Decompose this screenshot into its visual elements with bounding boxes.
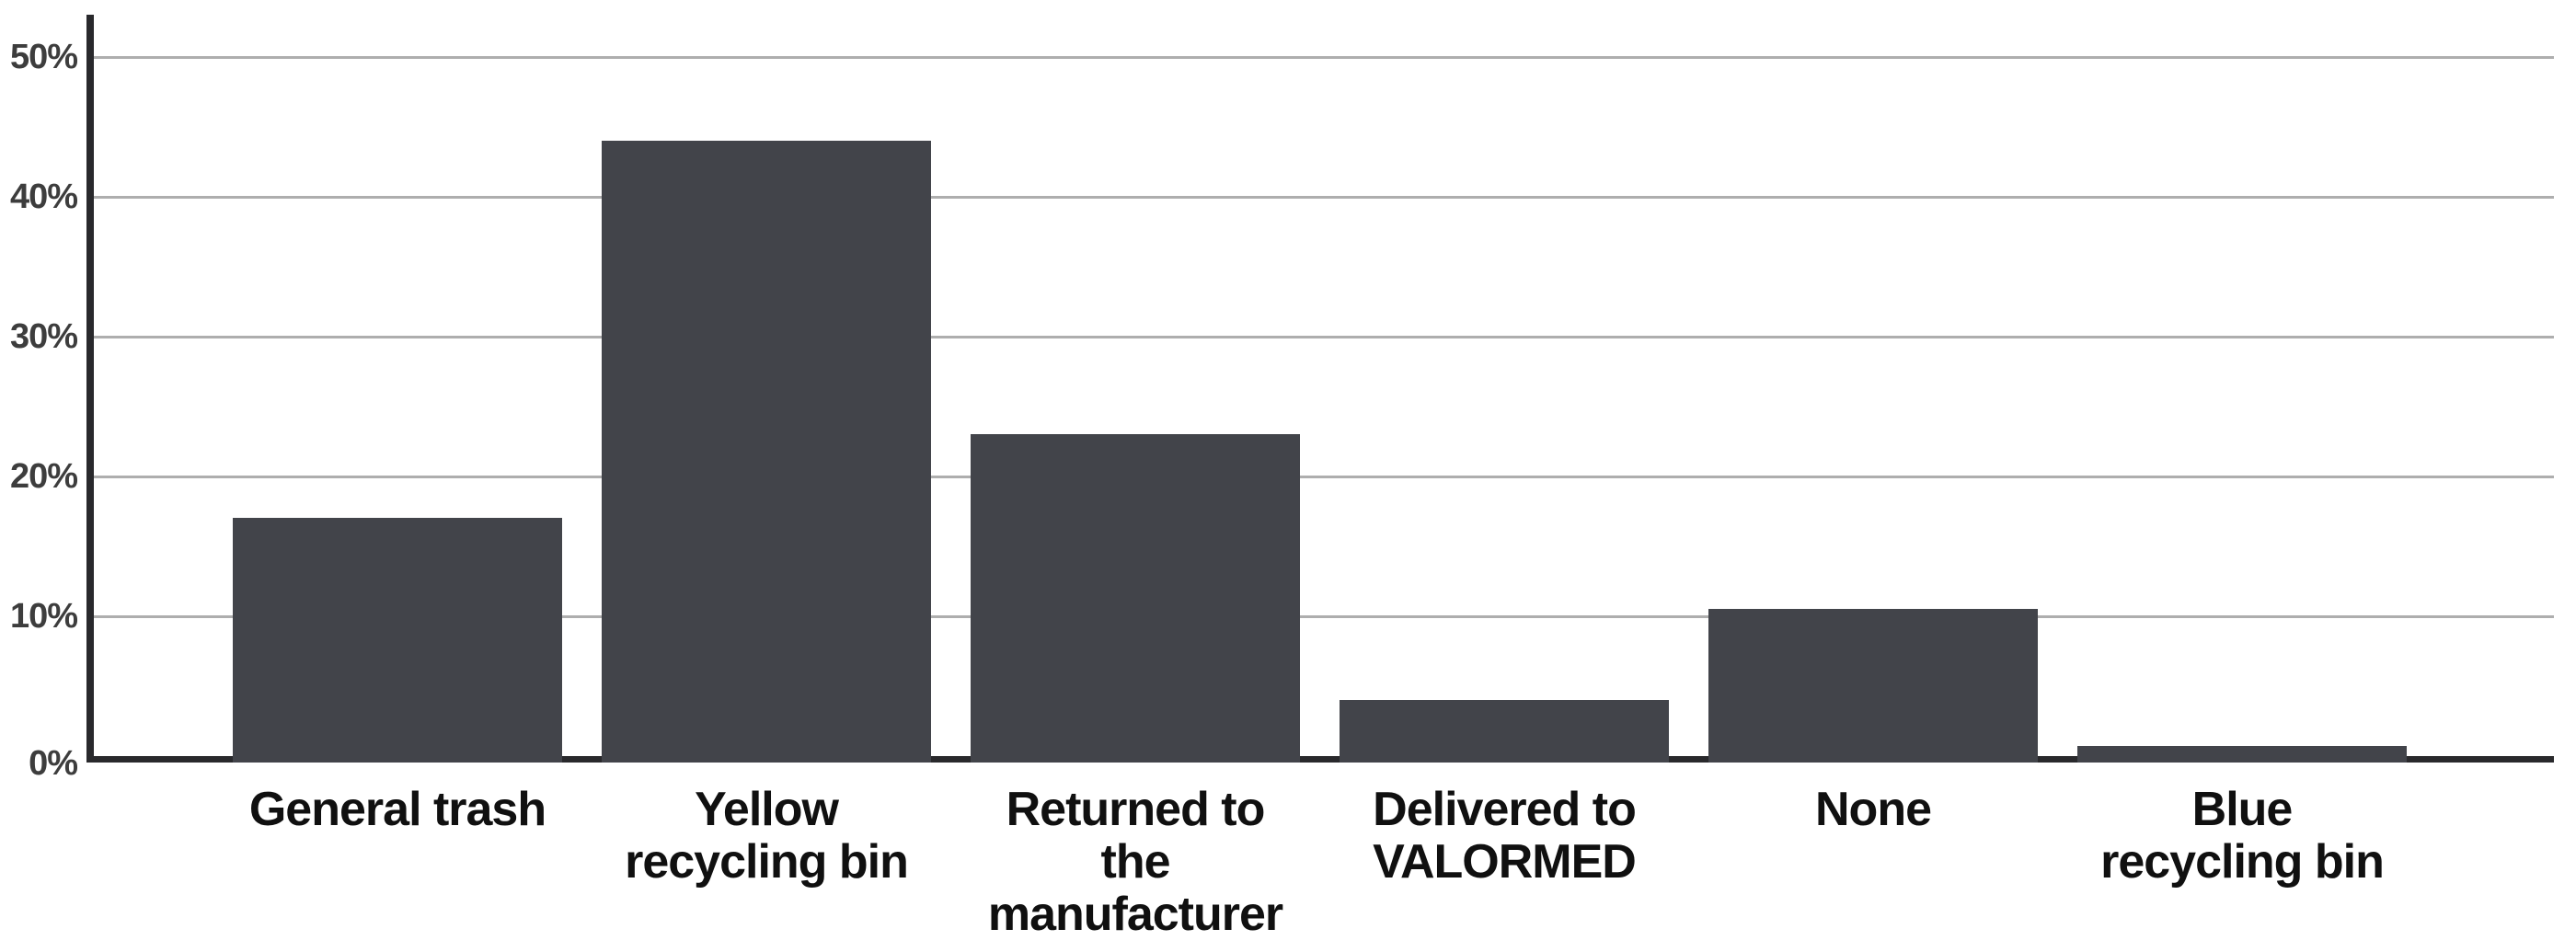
x-axis-category-label-blue-recycling-bin: Blue recycling bin xyxy=(2003,784,2481,889)
category-label-line: recycling bin xyxy=(2100,835,2385,889)
category-label-line: VALORMED xyxy=(1373,835,1637,889)
category-label-line: Delivered to xyxy=(1373,783,1637,836)
category-label-line: None xyxy=(1815,783,1932,836)
category-label-line: General trash xyxy=(248,783,546,836)
category-label-line: the xyxy=(1100,835,1171,889)
y-axis-tick-label-50%: 50% xyxy=(9,37,78,76)
x-axis-category-label-none: None xyxy=(1634,784,2112,836)
bar-none xyxy=(1708,609,2038,763)
bar-yellow-recycling-bin xyxy=(602,140,931,763)
y-axis-tick-label-0%: 0% xyxy=(29,744,78,783)
category-label-line: Blue xyxy=(2191,783,2294,836)
y-axis-tick-label-40%: 40% xyxy=(9,177,78,216)
category-label-line: Returned to xyxy=(1006,783,1266,836)
category-label-line: Yellow xyxy=(695,783,839,836)
x-axis-category-label-delivered-to-valormed: Delivered to VALORMED xyxy=(1265,784,1743,889)
y-axis-tick-label-10%: 10% xyxy=(9,596,78,636)
y-axis-line xyxy=(86,15,94,763)
y-axis-tick-label-20%: 20% xyxy=(9,456,78,496)
x-axis-category-label-general-trash: General trash xyxy=(158,784,637,836)
x-axis-category-label-returned-to-the-manufacturer: Returned to the manufacturer xyxy=(896,784,1374,941)
bar-blue-recycling-bin xyxy=(2077,746,2407,763)
gridline-50% xyxy=(94,55,2554,59)
x-axis-category-label-yellow-recycling-bin: Yellow recycling bin xyxy=(527,784,1006,889)
gridline-20% xyxy=(94,475,2554,478)
x-axis-baseline xyxy=(86,756,2554,763)
category-label-line: manufacturer xyxy=(987,888,1283,941)
gridline-30% xyxy=(94,335,2554,338)
category-label-line: recycling bin xyxy=(625,835,909,889)
gridline-40% xyxy=(94,195,2554,199)
bar-general-trash xyxy=(233,518,562,763)
bar-delivered-to-valormed xyxy=(1340,700,1669,763)
y-axis-tick-label-30%: 30% xyxy=(9,316,78,356)
gridline-10% xyxy=(94,614,2554,618)
bar-returned-to-the-manufacturer xyxy=(971,434,1300,763)
